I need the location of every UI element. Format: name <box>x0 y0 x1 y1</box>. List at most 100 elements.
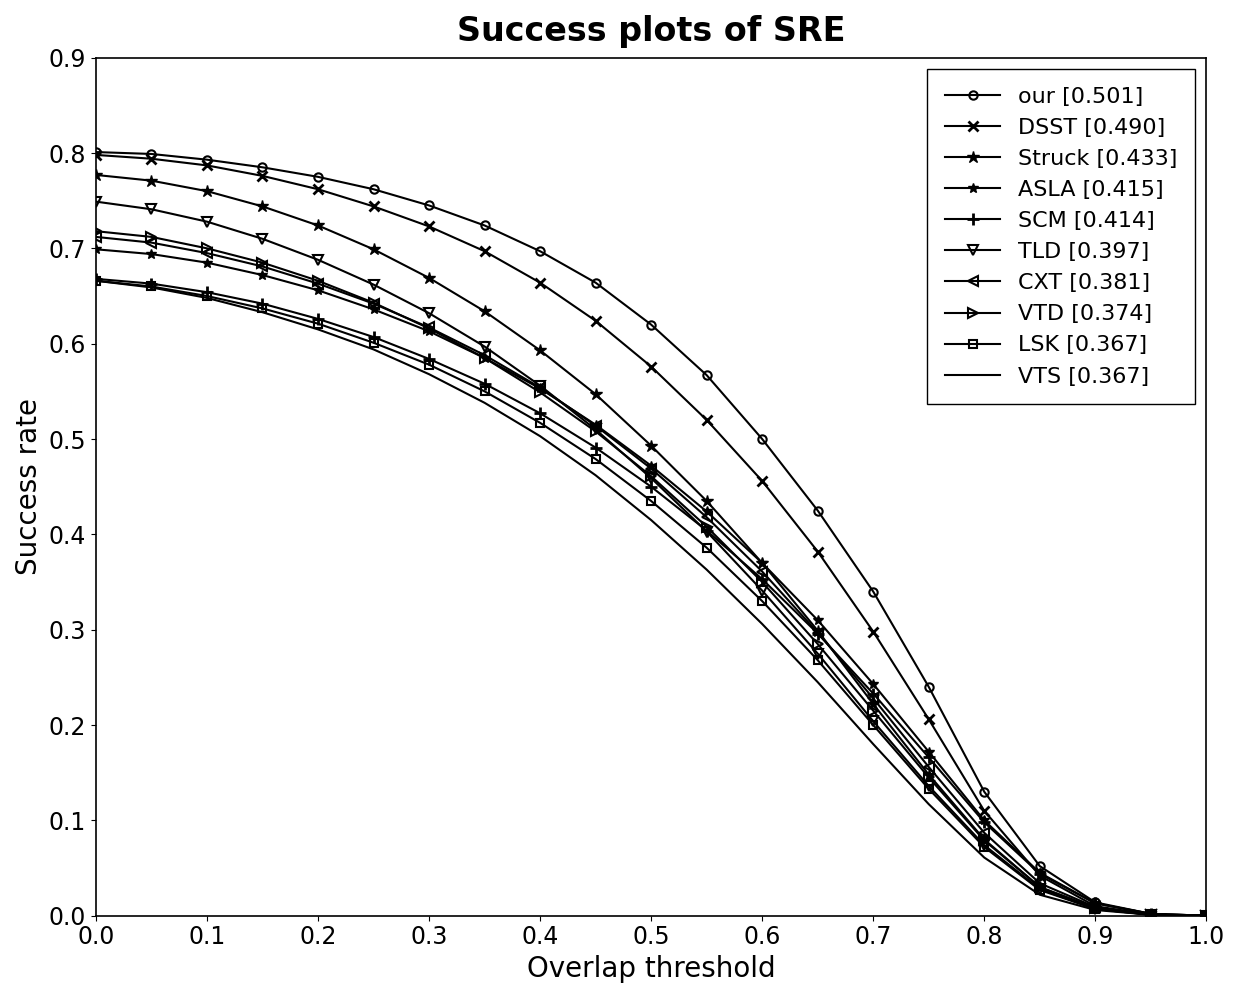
Struck [0.433] <box>866 698 880 710</box>
LSK [0.367] <box>588 453 603 465</box>
VTS [0.367] <box>255 306 270 318</box>
DSST [0.490] <box>977 804 992 816</box>
our [0.501] <box>422 200 436 212</box>
CXT [0.381] <box>366 297 381 309</box>
CXT [0.381] <box>977 826 992 838</box>
LSK [0.367] <box>977 841 992 853</box>
CXT [0.381] <box>644 463 658 475</box>
VTS [0.367] <box>1199 910 1214 922</box>
CXT [0.381] <box>144 237 159 249</box>
TLD [0.397] <box>144 204 159 216</box>
our [0.501] <box>644 318 658 330</box>
SCM [0.414] <box>1033 868 1048 880</box>
CXT [0.381] <box>588 420 603 432</box>
CXT [0.381] <box>310 277 325 289</box>
CXT [0.381] <box>921 761 936 773</box>
DSST [0.490] <box>144 153 159 165</box>
Struck [0.433] <box>533 344 548 356</box>
SCM [0.414] <box>200 286 215 298</box>
VTD [0.374] <box>866 705 880 717</box>
VTS [0.367] <box>310 323 325 335</box>
LSK [0.367] <box>866 719 880 731</box>
VTS [0.367] <box>88 274 103 286</box>
SCM [0.414] <box>255 297 270 309</box>
ASLA [0.415] <box>810 614 825 626</box>
Struck [0.433] <box>921 768 936 780</box>
SCM [0.414] <box>977 816 992 828</box>
VTS [0.367] <box>588 469 603 481</box>
VTD [0.374] <box>921 771 936 783</box>
LSK [0.367] <box>644 495 658 507</box>
DSST [0.490] <box>1087 900 1102 912</box>
our [0.501] <box>310 171 325 183</box>
Struck [0.433] <box>255 201 270 213</box>
LSK [0.367] <box>422 358 436 370</box>
Line: VTS [0.367]: VTS [0.367] <box>95 280 1207 916</box>
DSST [0.490] <box>533 276 548 288</box>
TLD [0.397] <box>810 648 825 660</box>
VTS [0.367] <box>1087 904 1102 916</box>
SCM [0.414] <box>699 525 714 537</box>
VTD [0.374] <box>255 256 270 268</box>
our [0.501] <box>921 681 936 693</box>
CXT [0.381] <box>255 260 270 272</box>
Line: TLD [0.397]: TLD [0.397] <box>91 197 1211 920</box>
CXT [0.381] <box>422 321 436 333</box>
X-axis label: Overlap threshold: Overlap threshold <box>527 955 775 983</box>
VTS [0.367] <box>866 739 880 750</box>
our [0.501] <box>810 505 825 517</box>
SCM [0.414] <box>588 442 603 454</box>
VTD [0.374] <box>977 834 992 846</box>
TLD [0.397] <box>1199 910 1214 922</box>
SCM [0.414] <box>755 573 770 585</box>
DSST [0.490] <box>755 475 770 487</box>
LSK [0.367] <box>255 302 270 314</box>
our [0.501] <box>699 369 714 381</box>
TLD [0.397] <box>755 585 770 597</box>
DSST [0.490] <box>422 221 436 233</box>
CXT [0.381] <box>88 231 103 243</box>
VTD [0.374] <box>477 352 492 364</box>
our [0.501] <box>144 148 159 160</box>
Struck [0.433] <box>1199 910 1214 922</box>
LSK [0.367] <box>810 655 825 667</box>
VTS [0.367] <box>810 677 825 689</box>
DSST [0.490] <box>1033 869 1048 881</box>
VTD [0.374] <box>1033 881 1048 893</box>
ASLA [0.415] <box>644 460 658 472</box>
CXT [0.381] <box>477 349 492 361</box>
VTS [0.367] <box>1143 909 1158 921</box>
SCM [0.414] <box>310 313 325 325</box>
our [0.501] <box>533 246 548 257</box>
DSST [0.490] <box>477 246 492 257</box>
ASLA [0.415] <box>1143 908 1158 920</box>
LSK [0.367] <box>88 274 103 286</box>
VTD [0.374] <box>810 638 825 650</box>
DSST [0.490] <box>310 184 325 196</box>
our [0.501] <box>1143 908 1158 920</box>
VTD [0.374] <box>1087 902 1102 914</box>
DSST [0.490] <box>866 626 880 638</box>
ASLA [0.415] <box>533 382 548 394</box>
VTS [0.367] <box>977 851 992 863</box>
TLD [0.397] <box>310 253 325 265</box>
VTS [0.367] <box>644 514 658 526</box>
VTD [0.374] <box>366 296 381 308</box>
ASLA [0.415] <box>366 303 381 315</box>
Line: ASLA [0.415]: ASLA [0.415] <box>91 245 1211 920</box>
Struck [0.433] <box>699 495 714 507</box>
Struck [0.433] <box>477 305 492 317</box>
DSST [0.490] <box>644 360 658 372</box>
Legend: our [0.501], DSST [0.490], Struck [0.433], ASLA [0.415], SCM [0.414], TLD [0.397: our [0.501], DSST [0.490], Struck [0.433… <box>928 69 1195 404</box>
ASLA [0.415] <box>866 678 880 690</box>
TLD [0.397] <box>866 716 880 728</box>
ASLA [0.415] <box>1087 897 1102 909</box>
SCM [0.414] <box>366 331 381 343</box>
Struck [0.433] <box>755 557 770 569</box>
Struck [0.433] <box>644 440 658 452</box>
TLD [0.397] <box>1033 883 1048 895</box>
Y-axis label: Success rate: Success rate <box>15 398 43 575</box>
ASLA [0.415] <box>255 269 270 281</box>
our [0.501] <box>200 154 215 166</box>
Struck [0.433] <box>200 186 215 198</box>
